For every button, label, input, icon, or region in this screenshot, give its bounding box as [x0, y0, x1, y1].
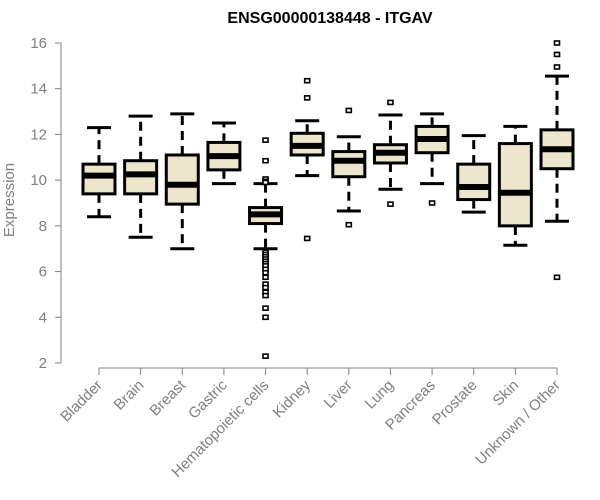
outlier-point: [303, 235, 311, 242]
iqr-box: [81, 162, 117, 196]
outlier-point: [553, 40, 561, 46]
y-tick-label: 6: [39, 264, 47, 281]
y-tick-label: 16: [30, 35, 47, 52]
outlier-point: [262, 305, 269, 311]
iqr-box: [164, 153, 200, 206]
x-tick-label: Lung: [362, 377, 398, 413]
iqr-box: [497, 142, 533, 228]
outlier-point: [553, 64, 561, 70]
x-tick-label: Brain: [111, 377, 148, 414]
box-liver: [331, 107, 367, 228]
iqr-box: [456, 162, 492, 202]
box-gastric: [206, 121, 242, 186]
x-tick-label: Prostate: [429, 377, 481, 429]
x-tick-label: Kidney: [270, 376, 315, 421]
outlier-point: [262, 314, 269, 321]
x-tick-label: Liver: [321, 377, 356, 412]
x-tick-label: Skin: [490, 377, 523, 410]
y-tick-label: 12: [30, 126, 47, 143]
x-tick-label: Bladder: [57, 377, 106, 426]
y-tick-label: 4: [39, 309, 47, 326]
outlier-point: [303, 77, 311, 84]
outlier-point: [262, 284, 269, 291]
chart-title: ENSG00000138448 - ITGAV: [227, 10, 432, 27]
outlier-point: [345, 107, 353, 114]
outlier-point: [387, 201, 394, 207]
boxes-layer: [81, 40, 575, 359]
y-axis-label: Expression: [1, 163, 18, 237]
outlier-point: [553, 51, 561, 58]
outlier-point: [262, 292, 269, 299]
outlier-point: [303, 95, 311, 101]
outlier-point: [553, 274, 561, 281]
outlier-point: [428, 200, 436, 206]
iqr-box: [331, 150, 367, 179]
outlier-point: [387, 99, 394, 106]
y-tick-label: 2: [39, 355, 47, 372]
box-brain: [123, 114, 159, 239]
outlier-point: [262, 179, 269, 186]
y-tick-label: 8: [39, 218, 47, 235]
x-tick-label: Breast: [146, 376, 189, 419]
box-hematopoietic-cells: [248, 137, 284, 359]
outlier-point: [345, 221, 353, 228]
box-pancreas: [414, 112, 450, 206]
box-breast: [164, 112, 200, 251]
outlier-point: [262, 269, 269, 276]
box-skin: [497, 124, 533, 247]
outlier-point: [262, 157, 269, 164]
box-lung: [372, 99, 408, 207]
outlier-point: [262, 353, 269, 359]
y-tick-label: 14: [30, 81, 47, 98]
box-prostate: [456, 134, 492, 214]
box-unknown-other: [539, 40, 575, 281]
box-bladder: [81, 126, 117, 219]
box-kidney: [289, 77, 325, 242]
outlier-point: [262, 137, 269, 143]
y-tick-label: 10: [30, 172, 47, 189]
y-axis: 2 4 6 8 10 12 14 16: [30, 35, 62, 372]
outlier-point: [262, 274, 269, 281]
